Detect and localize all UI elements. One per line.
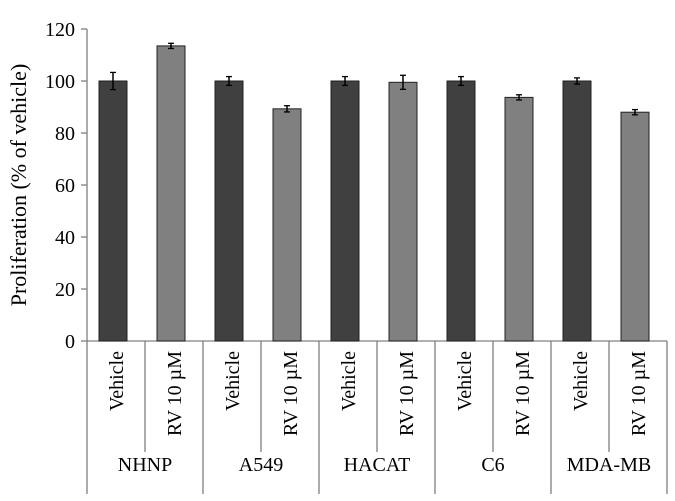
x-tick-label: RV 10 µM: [512, 351, 534, 436]
y-tick-label: 80: [55, 123, 75, 145]
x-tick-label: RV 10 µM: [280, 351, 302, 436]
bar: [330, 80, 360, 342]
y-tick-label: 40: [55, 227, 75, 249]
y-tick-label: 120: [45, 19, 75, 41]
y-tick-label: 100: [45, 71, 75, 93]
x-tick-label: Vehicle: [338, 351, 360, 411]
y-tick-label: 0: [65, 331, 75, 353]
bar: [156, 45, 186, 342]
bar: [272, 108, 302, 342]
bar: [388, 81, 418, 342]
y-axis-label: Proliferation (% of vehicle): [6, 64, 31, 307]
bar: [562, 80, 592, 342]
group-label: A549: [239, 454, 283, 476]
group-label: HACAT: [344, 454, 411, 476]
x-tick-label: Vehicle: [106, 351, 128, 411]
y-tick-label: 20: [55, 279, 75, 301]
x-tick-label: RV 10 µM: [628, 351, 650, 436]
bar: [504, 96, 534, 342]
x-tick-label: Vehicle: [222, 351, 244, 411]
bar: [620, 111, 650, 342]
x-tick-label: Vehicle: [570, 351, 592, 411]
x-tick-label: RV 10 µM: [396, 351, 418, 436]
bar: [214, 80, 244, 342]
group-label: NHNP: [118, 454, 172, 476]
group-label: MDA-MB: [567, 454, 651, 476]
y-tick-label: 60: [55, 175, 75, 197]
group-label: C6: [481, 454, 504, 476]
x-tick-label: Vehicle: [454, 351, 476, 411]
bar: [446, 80, 476, 342]
bar: [98, 80, 128, 342]
x-tick-label: RV 10 µM: [164, 351, 186, 436]
